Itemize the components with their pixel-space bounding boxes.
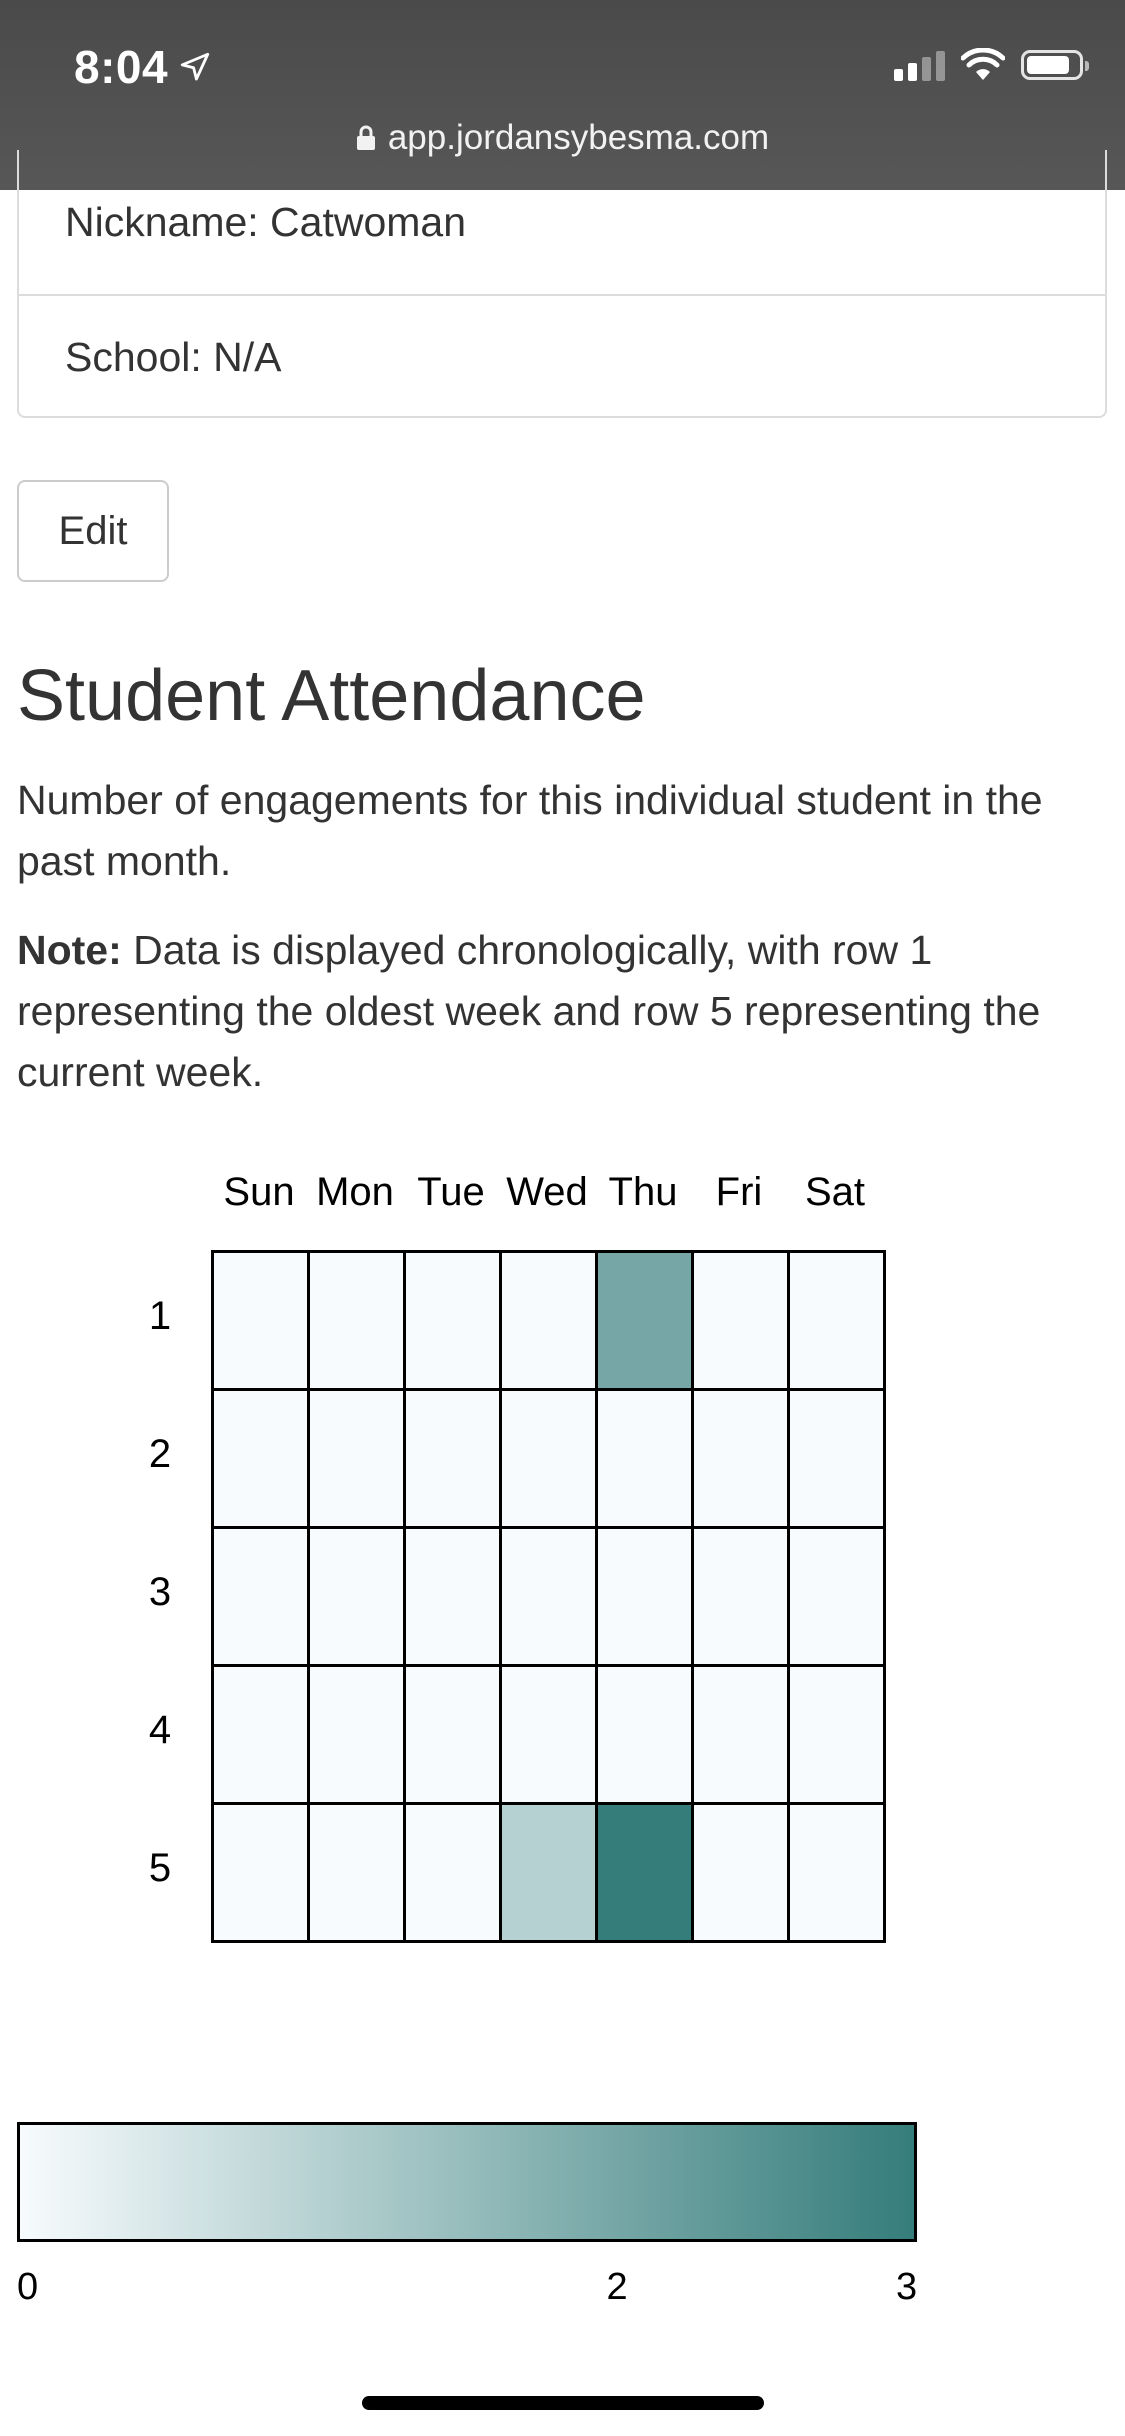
attendance-note: Note: Data is displayed chronologically,… xyxy=(17,920,1097,1103)
nickname-text: Nickname: Catwoman xyxy=(65,198,467,245)
heatmap-cell[interactable] xyxy=(403,1802,502,1943)
browser-top-bar: 8:04 app.jordansybesma.com xyxy=(0,0,1125,190)
lock-icon xyxy=(356,125,375,150)
attendance-title: Student Attendance xyxy=(17,656,646,736)
heatmap-cell[interactable] xyxy=(403,1526,502,1667)
heatmap-row-label: 3 xyxy=(148,1570,172,1614)
school-text: School: N/A xyxy=(65,333,282,380)
heatmap-cell[interactable] xyxy=(307,1526,406,1667)
wifi-icon xyxy=(961,48,1005,80)
heatmap-cell[interactable] xyxy=(787,1388,886,1529)
legend-tick-label: 0 xyxy=(17,2266,39,2308)
heatmap-cell[interactable] xyxy=(787,1802,886,1943)
heatmap-row-label: 5 xyxy=(148,1846,172,1890)
heatmap-cell[interactable] xyxy=(595,1250,694,1391)
heatmap-cell[interactable] xyxy=(595,1388,694,1529)
note-label: Note: xyxy=(17,927,122,973)
heatmap-cell[interactable] xyxy=(307,1388,406,1529)
heatmap-column-label: Fri xyxy=(715,1170,763,1214)
heatmap-cell[interactable] xyxy=(499,1664,598,1805)
heatmap-cell[interactable] xyxy=(403,1388,502,1529)
status-time-text: 8:04 xyxy=(74,41,169,93)
heatmap-cell[interactable] xyxy=(499,1250,598,1391)
heatmap-cell[interactable] xyxy=(595,1802,694,1943)
heatmap-cell[interactable] xyxy=(691,1388,790,1529)
heatmap-row-label: 4 xyxy=(148,1708,172,1752)
heatmap-column-label: Mon xyxy=(316,1170,394,1214)
heatmap-cell[interactable] xyxy=(211,1526,310,1667)
heatmap-cell[interactable] xyxy=(211,1802,310,1943)
heatmap-cell[interactable] xyxy=(691,1664,790,1805)
heatmap-cell[interactable] xyxy=(307,1250,406,1391)
heatmap-cell[interactable] xyxy=(307,1802,406,1943)
url-text: app.jordansybesma.com xyxy=(387,118,770,157)
heatmap-cell[interactable] xyxy=(211,1664,310,1805)
edit-button[interactable]: Edit xyxy=(17,480,169,582)
url-bar[interactable]: app.jordansybesma.com xyxy=(0,118,1125,158)
heatmap-cell[interactable] xyxy=(595,1664,694,1805)
heatmap-cell[interactable] xyxy=(499,1388,598,1529)
heatmap-column-label: Sat xyxy=(804,1170,866,1214)
heatmap-cell[interactable] xyxy=(691,1250,790,1391)
nickname-item: Nickname: Catwoman xyxy=(19,150,1105,296)
heatmap-row-label: 1 xyxy=(148,1294,172,1338)
heatmap-cell[interactable] xyxy=(499,1526,598,1667)
heatmap-cell[interactable] xyxy=(211,1250,310,1391)
heatmap-column-label: Thu xyxy=(608,1170,678,1214)
heatmap-row-label: 2 xyxy=(148,1432,172,1476)
cellular-signal-icon xyxy=(894,49,945,81)
attendance-heatmap: Sun Mon Tue Wed Thu Fri Sat 1 2 3 4 5 xyxy=(0,1150,1125,1950)
heatmap-cell[interactable] xyxy=(499,1802,598,1943)
heatmap-cell[interactable] xyxy=(787,1250,886,1391)
heatmap-cell[interactable] xyxy=(403,1664,502,1805)
heatmap-cell[interactable] xyxy=(787,1664,886,1805)
home-indicator xyxy=(362,2396,764,2410)
heatmap-cell[interactable] xyxy=(691,1526,790,1667)
heatmap-column-label: Wed xyxy=(506,1170,588,1214)
heatmap-column-label: Tue xyxy=(417,1170,485,1214)
heatmap-cell[interactable] xyxy=(787,1526,886,1667)
legend-tick-label: 2 xyxy=(606,2266,628,2308)
note-text: Data is displayed chronologically, with … xyxy=(17,927,1041,1095)
legend-tick-label: 3 xyxy=(896,2266,918,2308)
heatmap-cell[interactable] xyxy=(403,1250,502,1391)
heatmap-cell[interactable] xyxy=(595,1526,694,1667)
heatmap-cell[interactable] xyxy=(211,1388,310,1529)
heatmap-cell[interactable] xyxy=(691,1802,790,1943)
school-item: School: N/A xyxy=(19,296,1105,418)
profile-info-list: Nickname: Catwoman School: N/A xyxy=(17,150,1107,418)
attendance-description: Number of engagements for this individua… xyxy=(17,777,1043,884)
location-arrow-icon xyxy=(180,52,210,81)
status-indicators xyxy=(894,48,1089,82)
battery-icon xyxy=(1021,50,1089,80)
color-scale-legend xyxy=(17,2122,917,2242)
heatmap-cell[interactable] xyxy=(307,1664,406,1805)
status-time: 8:04 xyxy=(74,40,212,94)
heatmap-column-label: Sun xyxy=(223,1170,295,1214)
